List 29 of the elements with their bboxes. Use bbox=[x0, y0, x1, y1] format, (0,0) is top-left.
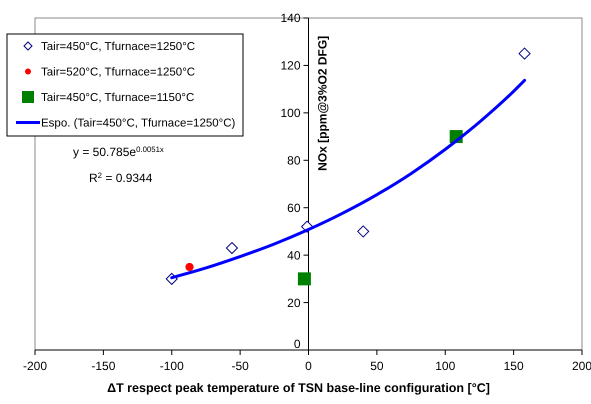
annotation: y = 50.785e$^{0.0051x}$ bbox=[73, 144, 164, 159]
x-tick-label: 150 bbox=[504, 359, 524, 373]
y-tick-label: 120 bbox=[280, 58, 301, 73]
y-tick-label: 40 bbox=[287, 248, 301, 262]
y-axis-title: NOx [ppm@3%O2 DFG] bbox=[316, 36, 330, 171]
x-tick-label: 0 bbox=[305, 359, 312, 373]
point bbox=[298, 272, 311, 286]
point bbox=[226, 242, 238, 254]
x-tick-label: 50 bbox=[370, 359, 384, 373]
y-tick-label: 20 bbox=[287, 296, 301, 310]
legend-label: Espo. (Tair=450°C, Tfurnace=1250°C) bbox=[41, 118, 236, 130]
point bbox=[518, 48, 531, 60]
y-tick-label: 60 bbox=[287, 200, 301, 215]
y-tick-label: 0 bbox=[294, 337, 301, 351]
point bbox=[357, 225, 370, 238]
x-tick-label: -100 bbox=[160, 359, 184, 373]
x-tick-label: -200 bbox=[22, 359, 48, 373]
annotation: R$^{2}$ = 0.9344 bbox=[89, 170, 153, 185]
x-tick-label: -150 bbox=[91, 359, 116, 373]
point bbox=[185, 262, 194, 272]
x-tick-label: 100 bbox=[435, 359, 456, 373]
y-tick-label: 80 bbox=[287, 153, 301, 168]
legend-label: Tair=450°C, Tfurnace=1150°C bbox=[41, 92, 194, 104]
legend-label: Tair=450°C, Tfurnace=1250°C bbox=[41, 41, 196, 54]
x-tick-label: -50 bbox=[231, 359, 250, 373]
y-tick-label: 100 bbox=[280, 106, 301, 120]
y-tick-label: 140 bbox=[280, 11, 301, 26]
legend-label: Tair=520°C, Tfurnace=1250°C bbox=[41, 66, 196, 79]
x-axis-title: ΔT respect peak temperature of TSN base-line configuration [°C] bbox=[107, 381, 490, 395]
